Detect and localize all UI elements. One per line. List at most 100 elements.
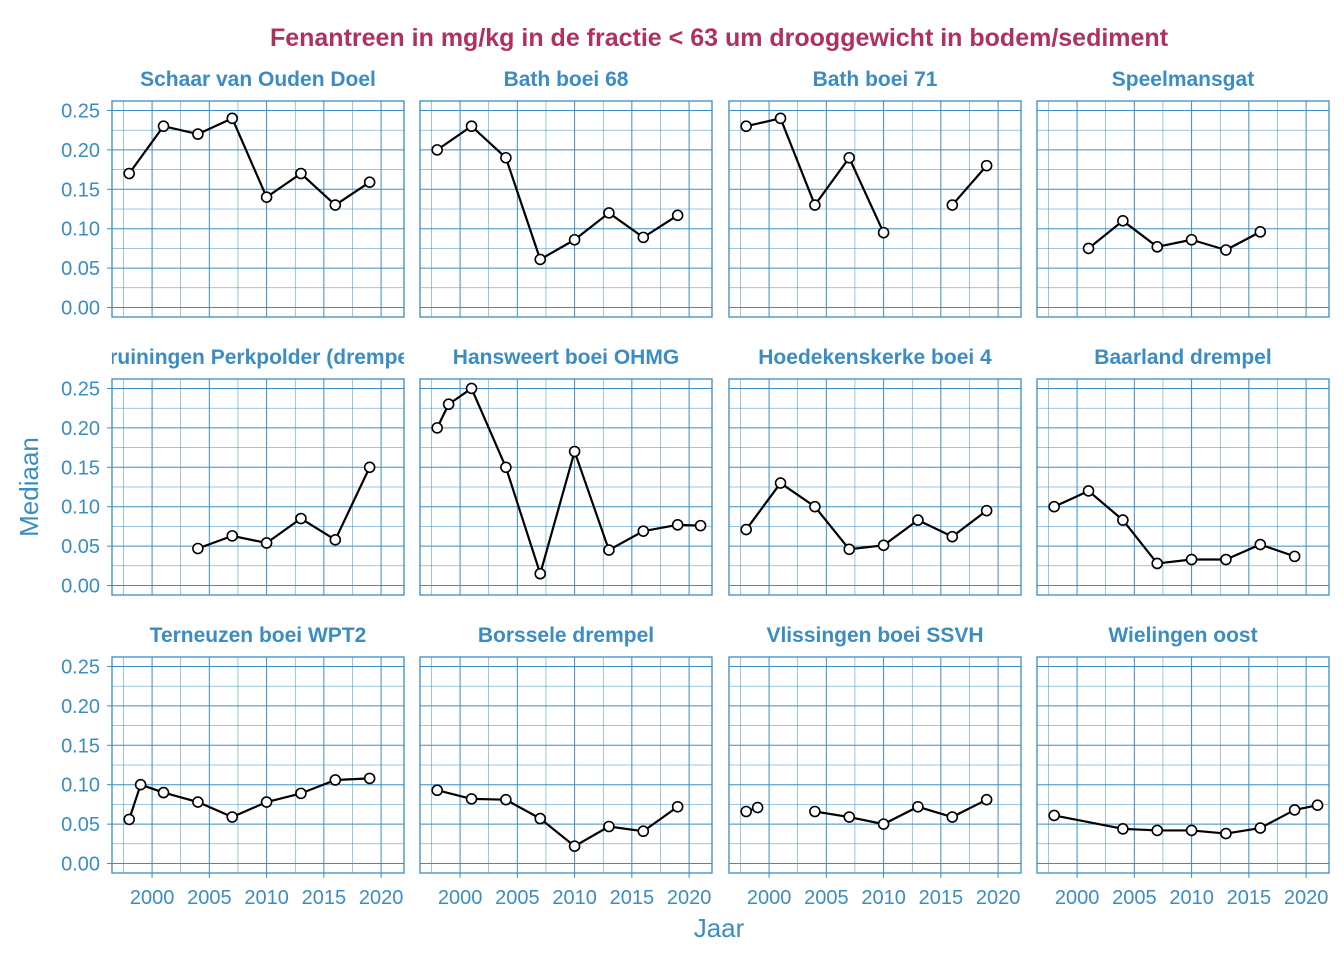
data-point <box>1048 809 1060 822</box>
series-line <box>745 117 885 234</box>
facet-panel: Bath boei 71 <box>728 68 1022 318</box>
data-point <box>1117 823 1129 835</box>
data-point <box>1117 514 1129 526</box>
data-point <box>637 231 650 244</box>
facet-panel: Bath boei 68 <box>419 68 713 318</box>
series-line <box>1087 219 1261 252</box>
data-point <box>226 112 239 125</box>
data-point <box>809 199 821 211</box>
x-tick-label: 2000 <box>1055 887 1100 909</box>
data-point <box>226 811 239 823</box>
data-point <box>260 796 273 808</box>
y-tick-label: 0.20 <box>61 696 100 718</box>
data-point <box>1254 538 1267 551</box>
x-tick-label: 2015 <box>302 887 347 909</box>
data-point <box>329 774 342 786</box>
facet-title: Baarland drempel <box>1094 346 1271 369</box>
series-line <box>814 798 988 826</box>
panel-border <box>1036 378 1330 596</box>
data-point <box>465 793 478 805</box>
data-point <box>912 514 924 526</box>
data-point <box>192 796 204 808</box>
panel-border <box>111 378 405 596</box>
facet-panel: Baarland drempel <box>1036 346 1330 596</box>
x-tick-label: 2015 <box>919 887 964 909</box>
data-point <box>740 805 752 818</box>
data-point <box>1254 226 1267 238</box>
y-axis-label: Mediaan <box>14 437 44 537</box>
data-point <box>1288 804 1301 816</box>
series-line <box>745 481 988 551</box>
data-point <box>671 800 684 813</box>
series-line <box>1053 489 1296 565</box>
data-point <box>980 793 993 806</box>
data-point <box>843 151 856 164</box>
facet-title: Schaar van Ouden Doel <box>140 68 376 91</box>
data-point <box>134 778 147 791</box>
y-tick-label: 0.20 <box>61 140 100 162</box>
data-point <box>1117 215 1129 227</box>
facet-title: Hoedekenskerke boei 4 <box>758 346 992 369</box>
chart-title: Fenantreen in mg/kg in de fractie < 63 u… <box>270 24 1169 52</box>
data-point <box>603 820 615 833</box>
facet-title: Terneuzen boei WPT2 <box>150 624 367 647</box>
panel-border <box>419 378 713 596</box>
data-point <box>751 801 764 814</box>
data-point <box>774 112 787 125</box>
y-tick-label: 0.15 <box>61 457 100 479</box>
x-axis-label: Jaar <box>694 913 745 943</box>
facet-panel: Vlissingen boei SSVH 2000 2005 2010 2015 2020 <box>728 624 1022 909</box>
data-point <box>877 226 890 239</box>
series-line <box>128 117 371 207</box>
data-point <box>123 167 135 180</box>
series-line <box>1053 804 1318 835</box>
data-point <box>1048 500 1060 513</box>
data-point <box>877 539 890 552</box>
data-point <box>465 382 478 395</box>
data-point <box>1082 242 1095 255</box>
data-point <box>123 813 135 826</box>
data-point <box>946 199 959 211</box>
data-point <box>1151 241 1164 253</box>
panel-border <box>111 656 405 874</box>
data-point <box>363 176 376 188</box>
y-tick-label: 0.05 <box>61 536 100 558</box>
data-point <box>694 519 707 532</box>
data-point <box>192 128 204 140</box>
facet-panel: Schaar van Ouden Doel 0.00 0.05 0.10 0.15 0.2… <box>61 68 405 320</box>
data-point <box>980 504 993 517</box>
x-tick-label: 2010 <box>861 887 906 909</box>
x-tick-label: 2020 <box>1284 887 1329 909</box>
data-point <box>671 209 684 222</box>
data-point <box>157 120 170 133</box>
data-point <box>534 253 547 266</box>
series-line <box>197 466 371 550</box>
data-point <box>329 199 342 211</box>
x-tick-label: 2000 <box>747 887 792 909</box>
panel-border <box>419 100 713 318</box>
facet-title: Bath boei 71 <box>813 68 938 91</box>
data-point <box>157 786 170 799</box>
facet-panel: Hansweert boei OHMG <box>419 346 713 596</box>
y-tick-label: 0.05 <box>61 258 100 280</box>
facet-title: Vlissingen boei SSVH <box>766 624 983 647</box>
data-point <box>226 530 239 542</box>
y-tick-label: 0.10 <box>61 219 100 241</box>
x-tick-label: 2020 <box>667 887 712 909</box>
facet-title: Borssele drempel <box>478 624 654 647</box>
y-tick-label: 0.00 <box>61 298 100 320</box>
data-point <box>1220 244 1232 256</box>
y-tick-label: 0.10 <box>61 497 100 519</box>
data-point <box>260 537 273 549</box>
data-point <box>740 120 752 133</box>
facet-panel: Speelmansgat <box>1036 68 1330 318</box>
series-line <box>436 125 679 261</box>
data-point <box>500 793 512 806</box>
panel-border <box>728 100 1022 318</box>
data-point <box>534 567 547 580</box>
data-point <box>980 159 993 172</box>
data-point <box>912 800 924 813</box>
data-point <box>1288 550 1301 563</box>
panel-border <box>111 100 405 318</box>
